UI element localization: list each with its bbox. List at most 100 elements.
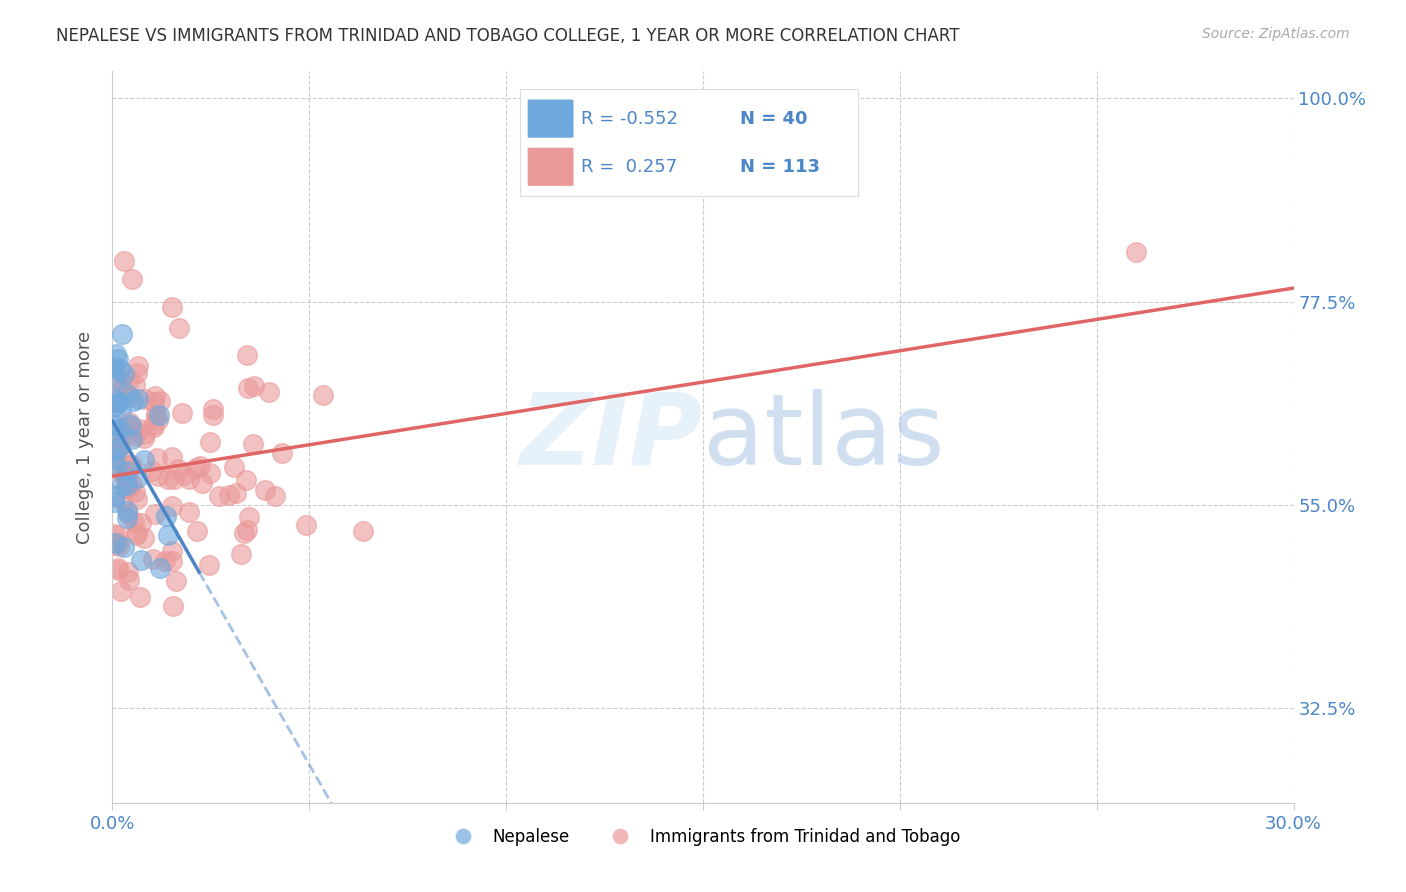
Point xyxy=(103,451,125,466)
FancyBboxPatch shape xyxy=(527,147,574,186)
Point xyxy=(115,387,138,401)
Point xyxy=(118,418,141,433)
FancyBboxPatch shape xyxy=(527,99,574,138)
Point xyxy=(103,418,125,433)
Point xyxy=(149,561,172,575)
Point xyxy=(121,458,143,473)
Point xyxy=(121,272,143,286)
Point xyxy=(104,346,127,360)
Point xyxy=(112,254,135,268)
Text: R = -0.552: R = -0.552 xyxy=(581,111,678,128)
Point xyxy=(104,388,127,402)
Point xyxy=(155,554,177,568)
Point xyxy=(107,561,129,575)
Point xyxy=(202,402,225,417)
Point xyxy=(104,463,127,477)
Point xyxy=(236,524,259,538)
Point xyxy=(236,381,259,395)
Point xyxy=(118,416,141,430)
Point xyxy=(173,468,195,483)
Point xyxy=(107,535,129,549)
Point xyxy=(160,544,183,558)
Point xyxy=(121,422,143,436)
Point xyxy=(117,477,139,491)
Point xyxy=(121,432,143,446)
Point xyxy=(108,539,131,553)
Point xyxy=(198,434,221,449)
Point xyxy=(143,394,166,409)
Point xyxy=(115,511,138,525)
Point xyxy=(128,392,150,406)
Point xyxy=(198,466,221,480)
Point xyxy=(295,518,318,533)
Point xyxy=(108,439,131,453)
Point xyxy=(160,499,183,513)
Point xyxy=(117,565,139,579)
Point xyxy=(155,509,177,524)
Point xyxy=(110,326,132,341)
Point xyxy=(160,554,183,568)
Point xyxy=(238,510,260,524)
Point xyxy=(134,426,156,441)
Point xyxy=(163,472,186,486)
Point xyxy=(107,395,129,409)
Point xyxy=(218,488,240,502)
Point xyxy=(122,393,145,408)
Point xyxy=(111,493,134,508)
Point xyxy=(104,399,127,413)
Point xyxy=(121,477,143,491)
Point xyxy=(134,392,156,407)
Point xyxy=(120,458,142,472)
Point xyxy=(149,394,172,409)
Point xyxy=(114,481,136,495)
Text: ZIP: ZIP xyxy=(520,389,703,485)
Point xyxy=(128,421,150,435)
Point xyxy=(225,485,247,500)
Point xyxy=(112,367,135,381)
Point xyxy=(103,495,125,509)
Point xyxy=(117,507,139,521)
Point xyxy=(104,392,127,407)
Point xyxy=(231,547,253,561)
Point xyxy=(201,409,224,423)
Point xyxy=(125,471,148,485)
Point xyxy=(104,444,127,458)
Point xyxy=(141,464,163,478)
Point xyxy=(186,524,208,538)
Point xyxy=(162,599,184,613)
Point xyxy=(235,473,257,487)
Point xyxy=(134,453,156,467)
Point xyxy=(114,470,136,484)
Point xyxy=(165,574,187,589)
Point xyxy=(127,359,149,373)
Point xyxy=(188,458,211,473)
Point xyxy=(129,552,152,566)
Point xyxy=(352,524,374,538)
Point xyxy=(104,536,127,550)
Point xyxy=(127,525,149,540)
Point xyxy=(103,359,125,374)
Point xyxy=(120,417,142,432)
Point xyxy=(312,388,335,402)
Text: R =  0.257: R = 0.257 xyxy=(581,159,678,177)
Point xyxy=(270,446,292,460)
Point xyxy=(170,405,193,419)
Point xyxy=(110,584,132,599)
Point xyxy=(103,423,125,437)
Point xyxy=(236,348,259,362)
Point xyxy=(103,433,125,447)
Point xyxy=(146,450,169,465)
Point xyxy=(143,508,166,522)
Point xyxy=(148,408,170,422)
Point xyxy=(105,459,128,474)
Point xyxy=(110,403,132,417)
Point xyxy=(108,432,131,446)
Point xyxy=(118,391,141,405)
Point xyxy=(105,528,128,542)
Point xyxy=(117,472,139,486)
Point xyxy=(108,422,131,436)
Point xyxy=(259,385,281,400)
Legend: Nepalese, Immigrants from Trinidad and Tobago: Nepalese, Immigrants from Trinidad and T… xyxy=(439,822,967,853)
Point xyxy=(111,464,134,478)
Point xyxy=(104,489,127,503)
